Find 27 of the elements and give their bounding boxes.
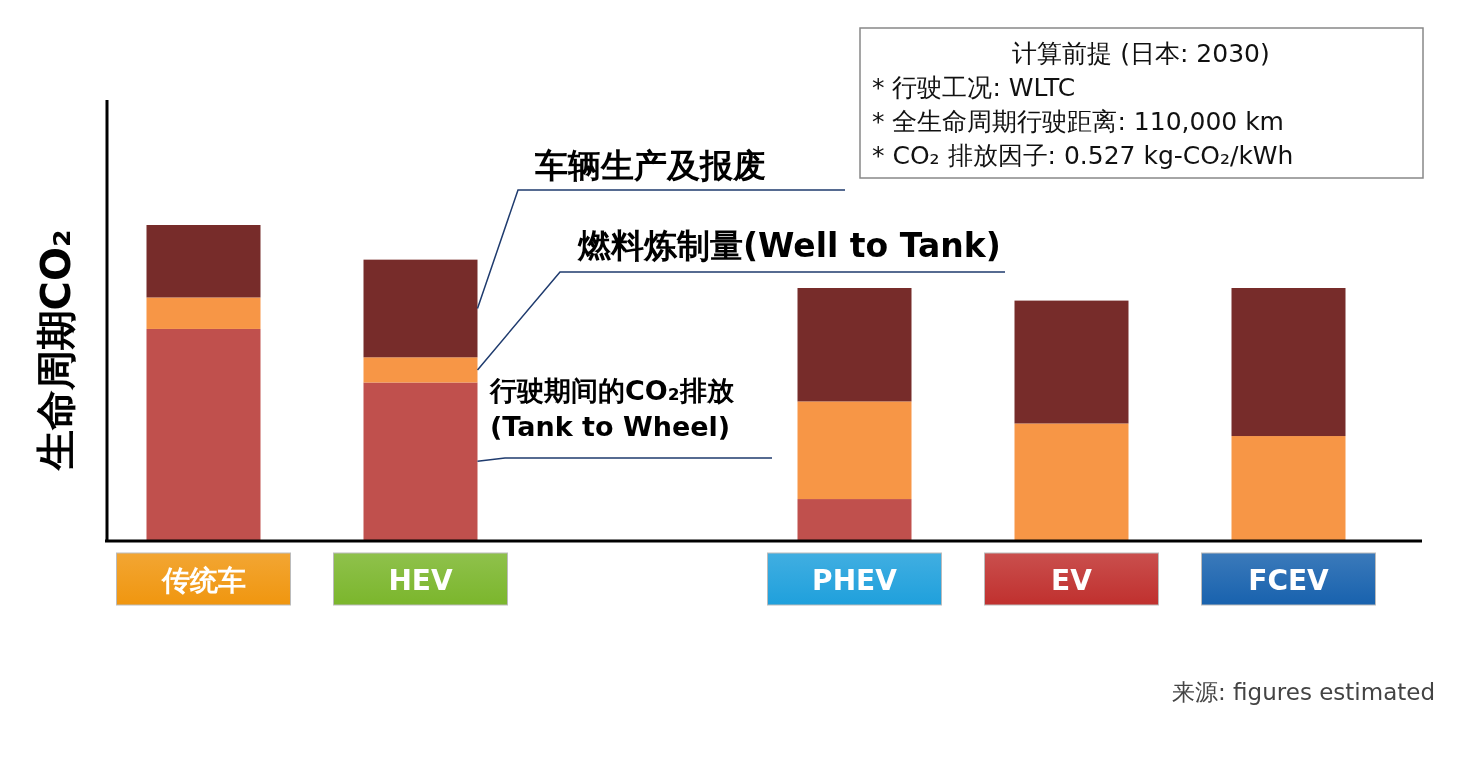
bar xyxy=(1014,300,1129,424)
series-label: 行驶期间的CO₂排放 (Tank to Wheel) xyxy=(489,375,735,442)
x-tick-label: HEV xyxy=(388,564,453,597)
bar xyxy=(797,288,912,402)
bar xyxy=(363,259,478,358)
bar xyxy=(1231,436,1346,540)
text: * 行驶工况: WLTC xyxy=(872,73,1076,102)
y-axis-title: 生命周期CO₂ xyxy=(33,229,79,472)
bar xyxy=(797,499,912,540)
bar xyxy=(363,382,478,540)
bar xyxy=(146,225,261,298)
bar xyxy=(797,401,912,500)
bar xyxy=(363,357,478,383)
text: 车辆生产及报废 xyxy=(534,146,766,185)
x-tick-label: EV xyxy=(1051,564,1093,597)
source-note: 来源: figures estimated xyxy=(1172,679,1435,705)
x-tick-label: 传统车 xyxy=(160,564,246,597)
x-tick-label: PHEV xyxy=(812,564,898,597)
bar xyxy=(146,328,261,540)
text: * CO₂ 排放因子: 0.527 kg-CO₂/kWh xyxy=(872,141,1294,170)
bar xyxy=(1231,288,1346,437)
text: 计算前提 (日本: 2030) xyxy=(1012,39,1270,68)
bar xyxy=(1014,423,1129,540)
x-tick-label: FCEV xyxy=(1248,564,1330,597)
text: * 全生命周期行驶距离: 110,000 km xyxy=(872,107,1284,136)
text: 燃料炼制量(Well to Tank) xyxy=(577,226,1001,265)
bar xyxy=(146,297,261,329)
